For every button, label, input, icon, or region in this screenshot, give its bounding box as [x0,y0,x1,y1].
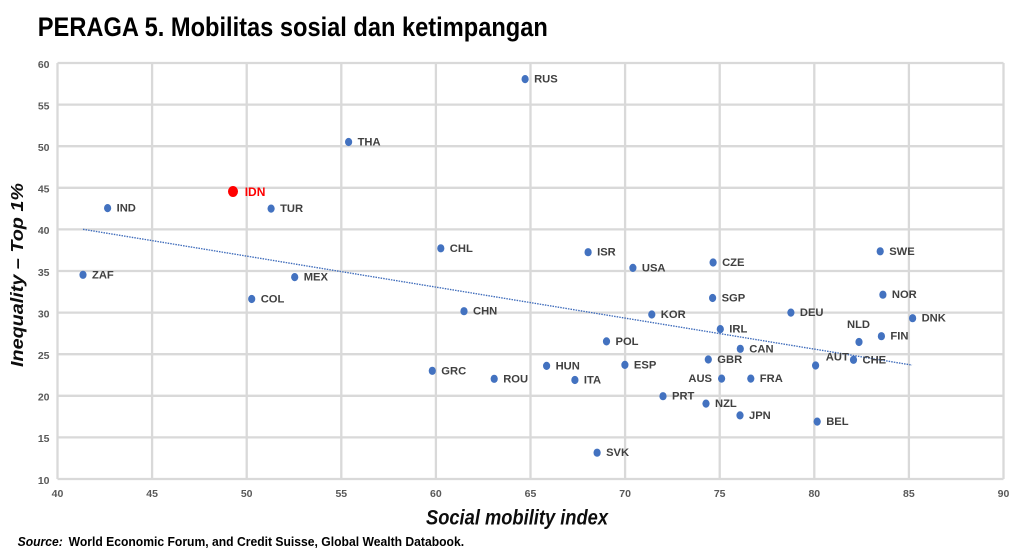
svg-text:NZL: NZL [715,398,737,410]
svg-text:55: 55 [38,100,50,112]
svg-text:CAN: CAN [749,343,773,355]
svg-text:JPN: JPN [749,410,771,422]
svg-text:Inequality – Top 1%: Inequality – Top 1% [7,183,27,367]
svg-text:TUR: TUR [280,203,303,215]
svg-text:COL: COL [261,294,285,306]
svg-text:IDN: IDN [245,185,266,199]
svg-text:BEL: BEL [826,416,849,428]
svg-text:ISR: ISR [597,247,616,259]
svg-text:45: 45 [146,488,158,500]
svg-text:50: 50 [38,142,50,154]
svg-text:PRT: PRT [672,391,695,403]
svg-text:IRL: IRL [729,324,747,336]
svg-text:60: 60 [430,488,442,500]
svg-text:40: 40 [38,225,50,237]
svg-text:65: 65 [525,488,537,500]
svg-text:10: 10 [38,475,50,487]
svg-text:85: 85 [903,488,915,500]
svg-text:50: 50 [241,488,253,500]
svg-text:CHL: CHL [450,243,473,255]
svg-text:55: 55 [335,488,347,500]
svg-text:MEX: MEX [304,272,329,284]
svg-text:DNK: DNK [922,313,946,325]
svg-text:HUN: HUN [556,360,580,372]
svg-text:DEU: DEU [800,307,824,319]
svg-text:25: 25 [38,350,50,362]
svg-text:SWE: SWE [889,246,915,258]
svg-text:20: 20 [38,392,50,404]
svg-text:PERAGA 5. Mobilitas sosial dan: PERAGA 5. Mobilitas sosial dan ketimpang… [38,12,548,42]
svg-text:POL: POL [616,336,639,348]
svg-text:35: 35 [38,267,50,279]
svg-text:SGP: SGP [722,293,746,305]
svg-text:AUS: AUS [688,373,712,385]
svg-text:75: 75 [714,488,726,500]
svg-text:30: 30 [38,308,50,320]
svg-text:CHN: CHN [473,306,497,318]
svg-text:Source:World Economic Forum, a: Source: World Economic Forum, and Credit … [18,535,465,549]
svg-text:THA: THA [358,137,381,149]
svg-text:AUT: AUT [826,352,849,364]
svg-text:15: 15 [38,433,50,445]
svg-text:40: 40 [52,488,64,500]
svg-text:ZAF: ZAF [92,269,114,281]
svg-text:ROU: ROU [503,373,528,385]
svg-text:IND: IND [117,203,136,215]
svg-text:NOR: NOR [892,289,917,301]
svg-text:FIN: FIN [890,331,908,343]
svg-text:80: 80 [808,488,820,500]
svg-text:RUS: RUS [534,74,558,86]
svg-text:45: 45 [38,184,50,196]
svg-text:90: 90 [998,488,1010,500]
svg-text:NLD: NLD [847,319,870,331]
svg-text:FRA: FRA [760,373,783,385]
svg-text:CZE: CZE [722,257,745,269]
svg-text:SVK: SVK [606,447,629,459]
svg-text:60: 60 [38,59,50,71]
svg-text:Social mobility index: Social mobility index [426,506,609,530]
svg-text:ESP: ESP [634,359,657,371]
svg-text:USA: USA [642,262,666,274]
svg-text:70: 70 [619,488,631,500]
svg-text:GBR: GBR [717,354,742,366]
svg-text:KOR: KOR [661,309,686,321]
svg-text:CHE: CHE [863,354,887,366]
svg-text:ITA: ITA [584,375,601,387]
svg-text:GRC: GRC [441,365,466,377]
